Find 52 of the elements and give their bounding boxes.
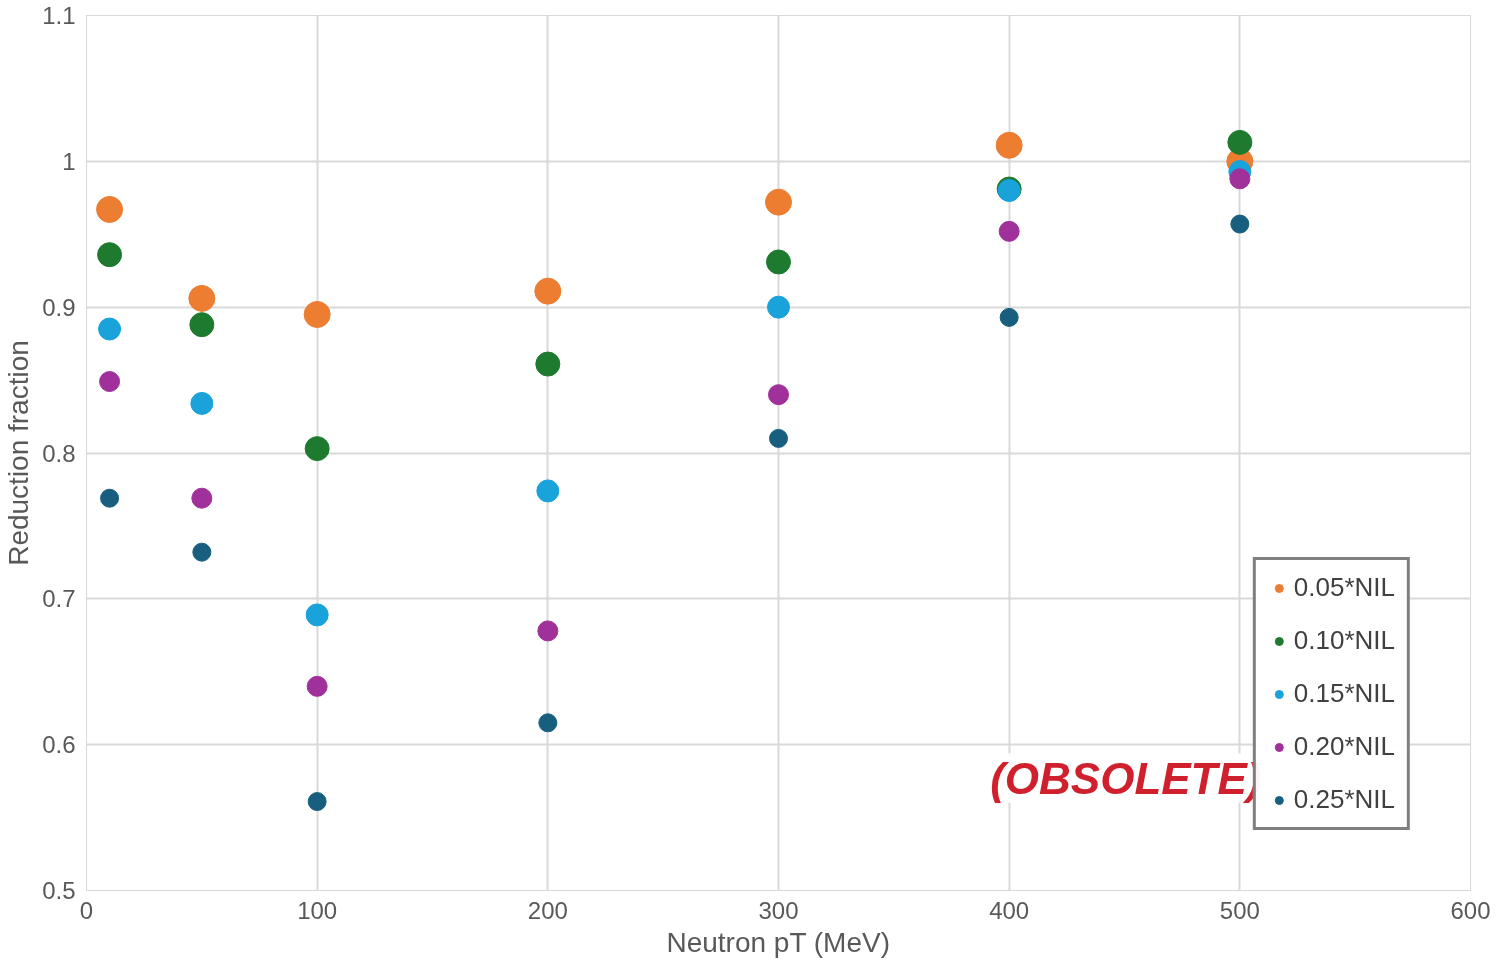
y-axis-title: Reduction fraction [3,340,35,566]
point [192,542,212,562]
point [769,428,788,448]
y-tick-label: 0.5 [42,877,76,904]
point [306,675,328,697]
legend-label: 0.20*NIL [1293,731,1395,762]
point [766,249,791,275]
legend-label: 0.10*NIL [1293,625,1395,656]
point [767,295,790,319]
y-tick-label: 1.1 [42,2,76,29]
x-tick-label: 200 [527,896,568,924]
point [535,351,561,377]
point [304,436,330,462]
point [305,603,329,627]
y-tick-label: 0.6 [42,731,76,759]
point [97,242,123,268]
point [534,277,562,305]
point [1229,168,1251,190]
point [99,371,121,393]
point [765,188,792,216]
point [768,384,789,406]
y-tick-label: 0.7 [42,585,76,613]
x-axis-title: Neutron pT (MeV) [666,926,891,958]
point [537,620,559,642]
x-tick-label: 600 [1450,896,1491,924]
x-tick-label: 500 [1219,896,1260,924]
legend-label: 0.05*NIL [1293,572,1395,603]
point [189,312,215,338]
point [1227,129,1253,155]
point [96,195,124,223]
x-tick-label: 300 [758,896,799,924]
point [188,284,216,312]
point [1230,214,1250,234]
point [100,488,120,508]
y-tick-label: 0.9 [42,293,76,321]
x-tick-label: 100 [297,896,338,924]
point [307,792,327,812]
point [538,713,558,733]
point [998,220,1020,242]
point [303,300,331,328]
point [190,391,214,415]
point [999,307,1019,327]
point [536,479,560,503]
legend-label: 0.15*NIL [1293,678,1395,709]
point [98,317,122,341]
y-tick-label: 0.8 [42,439,76,467]
x-tick-label: 400 [989,896,1030,924]
point [995,131,1023,159]
legend-label: 0.25*NIL [1293,784,1395,815]
point [191,487,213,509]
x-tick-label: 0 [79,896,94,924]
y-tick-label: 1 [62,147,76,175]
